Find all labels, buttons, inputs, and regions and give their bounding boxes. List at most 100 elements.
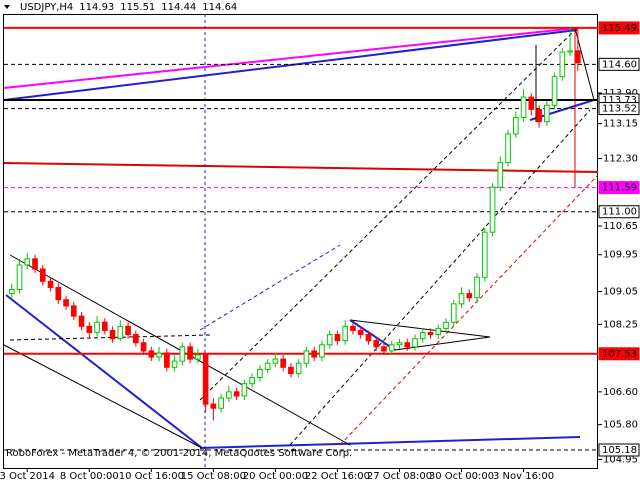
candle-body [249,377,255,385]
level-label-box [598,21,640,35]
candle-body [489,186,496,233]
candle-body [47,280,54,288]
candle-body [427,331,434,336]
candle-body [412,338,418,348]
y-tick-label: 108.25 [603,319,638,330]
candle-body [94,321,100,333]
x-tick-label: 30 Oct 00:00 [429,471,494,480]
candle-body [295,362,302,374]
x-tick-label: 3 Nov 16:00 [493,471,554,480]
candles [8,27,581,421]
level-label: 113.52 [602,104,637,115]
y-tick-label: 105.80 [603,420,638,431]
candle-body [280,358,286,368]
level-label: 115.49 [602,23,637,34]
candle-body [117,325,124,340]
candle-body [86,325,93,333]
candle-body [78,315,85,327]
candle-body [435,327,442,336]
level-label-box [598,205,640,219]
candle-body [319,344,325,358]
candle-body [381,346,387,352]
candle-body [187,346,193,360]
candle-body [109,329,116,340]
candle-body [342,325,349,342]
candle-body [140,342,147,352]
candle-body [303,350,310,364]
plot-frame [3,14,598,469]
x-tick-label: 10 Oct 16:00 [119,471,184,480]
candle-body [551,76,558,106]
candle-body [195,354,201,360]
y-tick-label: 104.95 [603,454,638,465]
candle-body [559,51,566,78]
candle-body [373,340,380,348]
footer: RoboForex - MetaTrader 4, © 2001-2014, M… [6,448,352,459]
candle-body [179,346,186,362]
triangle-line [349,319,396,351]
candle-body [241,383,248,397]
header-value: 114.93 [79,2,114,13]
candle-body [164,352,170,368]
candle-body [233,391,240,397]
candle-body [326,334,333,346]
candle-body [458,293,465,305]
candle-body [171,360,178,368]
trend-line [3,27,578,89]
channel-line [339,174,599,446]
menu-arrow [4,5,10,9]
candle-body [133,334,139,344]
candle-body [481,231,488,278]
candle-body [575,50,581,64]
candle-body [396,342,403,346]
trend-line [3,29,578,101]
candle-body [148,350,155,358]
candle-body [202,354,209,405]
candle-body [55,286,62,301]
level-label: 114.60 [602,59,637,70]
candle-body [32,258,38,270]
candle-body [70,305,77,317]
levels [4,26,598,451]
candle-body [388,344,395,352]
channel-line [199,244,341,331]
channel-line [199,27,578,401]
candle-body [264,362,271,370]
y-tick-label: 109.95 [603,250,638,261]
y-tick-label: 109.05 [603,287,638,298]
candle-body [311,350,318,358]
candle-body [536,108,542,123]
x-tick-label: 27 Oct 08:00 [367,471,432,480]
candle-body [404,342,411,348]
x-tick-label: 22 Oct 16:00 [305,471,370,480]
triangle-line [349,319,491,338]
level-label: 113.73 [602,95,637,106]
trend-line [5,294,203,449]
header-value: 114.64 [202,2,237,13]
candle-body [288,366,294,374]
candle-body [125,325,131,336]
level-label-box [598,102,640,116]
candle-body [474,276,480,299]
y-tick-label: 106.60 [603,387,638,398]
candle-body [272,358,279,364]
candle-body [505,133,511,164]
candle-body [8,289,15,295]
level-label-box [598,181,640,195]
candle-body [497,162,504,188]
y-tick-label: 113.15 [603,119,638,130]
candle-body [512,117,519,135]
channel-line [3,344,203,449]
candle-body [101,321,108,331]
candle-body [466,293,473,299]
candle-body [16,264,23,291]
header-value: USDJPY,H4 [20,2,73,13]
candle-body [520,96,527,119]
level-label-box [598,347,640,361]
candle-body [210,403,217,409]
axes: 113.90113.15112.30110.65109.95109.05108.… [0,21,640,480]
candle-body [334,334,341,342]
candle-body [257,368,263,379]
candle-body [567,50,573,53]
